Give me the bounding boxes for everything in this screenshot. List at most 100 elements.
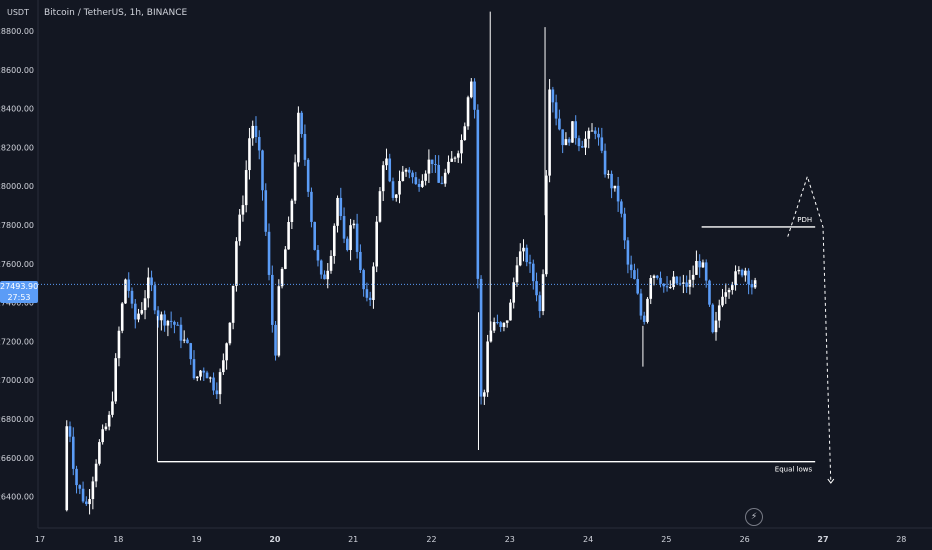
candle-body: [724, 292, 728, 297]
candle-body: [610, 173, 613, 189]
candle-body: [483, 392, 486, 397]
time-tick-label: 22: [426, 535, 436, 544]
candle-body: [470, 81, 473, 98]
candle-body: [212, 377, 215, 391]
candle-body: [192, 359, 196, 379]
candle-body: [297, 112, 300, 163]
candle-body: [319, 260, 323, 275]
current-price-value: 27493.90: [0, 282, 39, 291]
candle-body: [545, 175, 548, 275]
lightning-icon[interactable]: ⚡︎: [745, 508, 763, 526]
candle-body: [104, 426, 108, 430]
price-tick-label: 28200.00: [0, 143, 34, 152]
candle-body: [147, 277, 150, 299]
candle-body: [421, 180, 424, 187]
candle-body: [140, 310, 144, 314]
price-tick-label: 26600.00: [0, 454, 34, 463]
candle-body: [711, 304, 715, 333]
candle-body: [496, 322, 499, 324]
candle-body: [130, 290, 134, 304]
candle-body: [248, 138, 251, 171]
candle-body: [505, 320, 509, 323]
candle-body: [427, 159, 431, 174]
candle-body: [541, 274, 545, 312]
candle-body: [522, 247, 525, 252]
candle-body: [166, 320, 170, 326]
candle-body: [251, 125, 255, 139]
candle-body: [727, 289, 731, 293]
candle-body: [372, 266, 375, 300]
candle-body: [695, 261, 698, 275]
candle-body: [580, 146, 584, 148]
candle-body: [336, 197, 339, 226]
candle-body: [698, 261, 701, 268]
candle-body: [564, 139, 568, 146]
candle-body: [744, 270, 747, 276]
candle-body: [267, 231, 271, 275]
candle-body: [411, 172, 414, 178]
candle-body: [218, 372, 222, 395]
candle-body: [430, 159, 434, 165]
candle-body: [329, 255, 333, 271]
candle-body: [280, 268, 284, 287]
candle-body: [649, 278, 653, 299]
candle-body: [587, 130, 591, 139]
time-tick-label: 24: [583, 535, 593, 544]
candle-body: [453, 157, 457, 159]
candle-body: [65, 426, 69, 511]
candle-body: [124, 279, 127, 304]
candle-body: [489, 330, 493, 342]
candle-body: [88, 499, 91, 505]
candle-body: [424, 173, 427, 181]
candle-body: [111, 401, 114, 415]
candle-body: [306, 159, 310, 192]
candle-body: [199, 370, 202, 377]
candle-body: [313, 221, 317, 250]
candle-body: [277, 286, 281, 356]
candle-body: [512, 282, 516, 303]
candle-body: [460, 140, 463, 154]
candle-body: [391, 181, 395, 198]
time-tick-label: 27: [817, 535, 828, 544]
candle-body: [708, 280, 711, 305]
candle-body: [577, 138, 581, 147]
candle-body: [205, 372, 209, 379]
candle-body: [235, 241, 238, 286]
candle-body: [153, 285, 157, 311]
candle-body: [518, 251, 522, 266]
candle-body: [701, 262, 705, 268]
time-tick-label: 25: [661, 535, 671, 544]
candle-body: [287, 221, 290, 250]
projection-path: [787, 174, 832, 484]
candle-body: [691, 274, 695, 280]
candle-body: [362, 270, 365, 290]
price-tick-label: 26400.00: [0, 493, 34, 502]
candle-body: [401, 171, 405, 182]
candle-body: [323, 274, 326, 280]
candle-body: [531, 263, 535, 282]
candle-body: [528, 262, 532, 264]
candle-body: [75, 468, 78, 486]
candle-body: [101, 429, 104, 443]
candle-body: [659, 277, 662, 284]
candle-body: [636, 279, 639, 294]
candle-body: [447, 161, 450, 173]
candle-body: [169, 320, 173, 322]
candle-body: [414, 177, 418, 185]
price-tick-label: 26800.00: [0, 415, 34, 424]
candle-body: [704, 262, 708, 281]
candle-body: [127, 279, 131, 291]
candle-body: [349, 225, 352, 251]
candle-body: [189, 343, 193, 360]
candle-body: [143, 298, 147, 311]
candle-body: [270, 274, 274, 325]
candle-body: [443, 172, 447, 184]
candle-body: [434, 164, 437, 166]
annotation-label: PDH: [797, 216, 812, 224]
candle-body: [607, 173, 610, 175]
price-tick-label: 27400.00: [0, 299, 34, 308]
candle-body: [163, 314, 166, 326]
candle-body: [620, 201, 623, 214]
candle-body: [179, 324, 183, 341]
